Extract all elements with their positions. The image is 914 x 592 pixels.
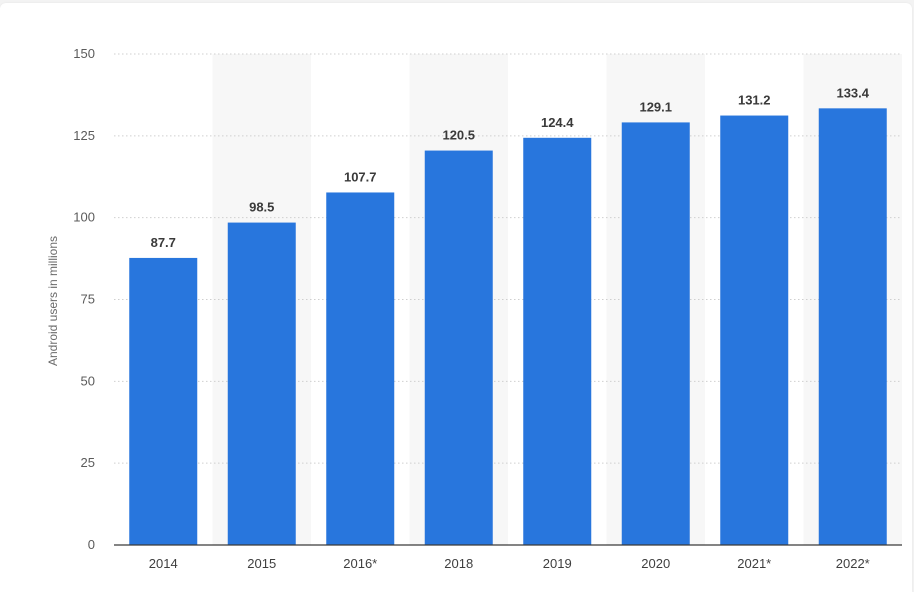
x-tick-label: 2020 [641,556,670,571]
bar [720,115,789,545]
value-label: 120.5 [442,128,475,143]
y-tick-label: 25 [81,455,95,470]
bar [424,150,493,545]
bar-chart: 0 25 50 75 100 125 150 87.7 98.5 107.7 120.5 124.4… [46,46,902,571]
bar [523,137,592,545]
y-tick-label: 50 [81,373,95,388]
y-tick-label: 150 [73,46,95,61]
value-label: 133.4 [836,85,869,100]
bar [326,192,395,545]
x-tick-label: 2014 [149,556,178,571]
chart-card: 0 25 50 75 100 125 150 87.7 98.5 107.7 120.5 124.4… [0,3,912,592]
value-label: 98.5 [249,200,274,215]
x-tick-label: 2019 [543,556,572,571]
bar [129,257,198,545]
value-label: 129.1 [639,99,672,114]
value-labels: 87.7 98.5 107.7 120.5 124.4 129.1 131.2 133.4 [151,85,870,250]
y-axis-title: Android users in millions [46,236,60,366]
value-label: 124.4 [541,115,574,130]
y-tick-label: 0 [88,537,95,552]
value-label: 87.7 [151,235,176,250]
bars [129,108,887,546]
x-tick-label: 2015 [247,556,276,571]
x-tick-label: 2018 [444,556,473,571]
value-label: 131.2 [738,93,771,108]
x-tick-label: 2021* [737,556,771,571]
y-tick-label: 75 [81,292,95,307]
x-axis-labels: 2014 2015 2016* 2018 2019 2020 2021* 2022* [149,556,870,571]
y-tick-label: 125 [73,128,95,143]
value-label: 107.7 [344,169,377,184]
bar [818,108,887,545]
x-tick-label: 2022* [836,556,870,571]
bar [621,122,690,546]
y-axis-ticks: 0 25 50 75 100 125 150 [73,46,95,552]
bar [227,222,296,545]
y-tick-label: 100 [73,210,95,225]
x-tick-label: 2016* [343,556,377,571]
